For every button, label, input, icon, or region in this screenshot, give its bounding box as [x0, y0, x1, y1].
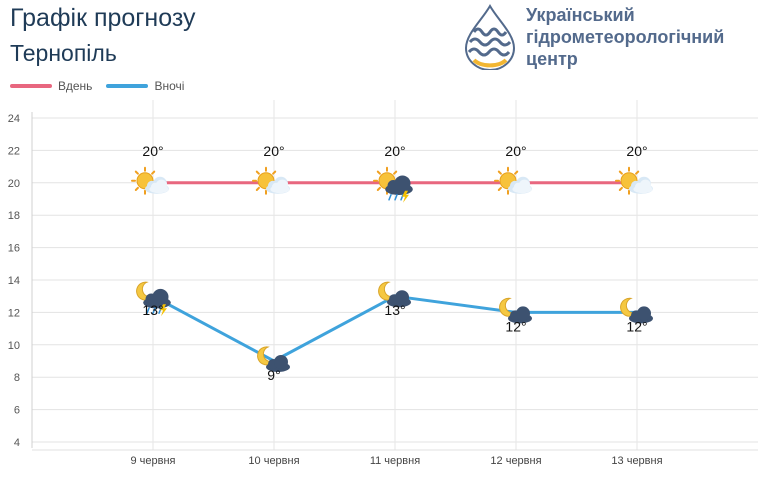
sun-ray: [272, 170, 277, 175]
ukrhydromet-logo: Український гідрометеорологічний центр: [460, 3, 760, 71]
legend-item-night[interactable]: Вночі: [106, 79, 184, 93]
legend-label-day: Вдень: [58, 79, 93, 93]
chart-title: Графік прогнозу: [10, 4, 196, 32]
sun-ray: [497, 186, 502, 191]
data-label-night: 12°: [505, 318, 526, 334]
x-tick-label: 13 червня: [611, 455, 662, 467]
cloud-part: [394, 175, 411, 192]
y-tick-label: 16: [8, 243, 20, 255]
cloud-part: [152, 288, 169, 305]
logo-line-2: гідрометеорологічний: [526, 27, 725, 47]
sun-cloud-icon: [131, 166, 169, 195]
sun-ray: [255, 170, 260, 175]
data-label-night: 13°: [142, 302, 163, 318]
cloud-shape: [512, 179, 532, 194]
y-tick-label: 14: [8, 275, 20, 287]
sun-ray: [255, 186, 260, 191]
cloud-shape: [387, 290, 411, 308]
cloud-part: [395, 290, 409, 305]
data-label-day: 20°: [263, 143, 284, 159]
cloud-shape: [270, 179, 290, 194]
legend-item-day[interactable]: Вдень: [10, 79, 92, 93]
data-label-day: 20°: [384, 143, 405, 159]
sun-ray: [497, 170, 502, 175]
cloud-shape: [633, 179, 653, 194]
cloud-shape: [266, 355, 290, 372]
data-label-day: 20°: [626, 143, 647, 159]
data-label-day: 20°: [505, 143, 526, 159]
cloud-shape: [149, 179, 169, 194]
cloud-part: [276, 179, 288, 191]
sun-storm-rain-icon: [373, 166, 413, 203]
x-tick-label: 10 червня: [248, 455, 299, 467]
moon-cloud-icon: [378, 281, 411, 308]
cloud-part: [516, 306, 530, 321]
moon-cloud-icon: [499, 297, 532, 324]
y-tick-label: 8: [14, 372, 20, 384]
cloud-part: [637, 306, 651, 321]
legend-label-night: Вночі: [154, 79, 185, 93]
sun-cloud-icon: [252, 166, 290, 195]
sun-ray: [134, 170, 139, 175]
sun-ray: [376, 170, 381, 175]
legend-swatch-night: [106, 84, 149, 88]
y-tick-label: 12: [8, 307, 20, 319]
y-tick-label: 4: [14, 437, 20, 449]
sun-ray: [393, 170, 398, 175]
lightning-bolt: [160, 304, 167, 317]
y-tick-label: 22: [8, 145, 20, 157]
sun-ray: [151, 170, 156, 175]
logo-text: Український гідрометеорологічний центр: [526, 4, 724, 70]
rain-drop: [388, 194, 392, 201]
moon-cloud-icon: [620, 297, 653, 324]
y-tick-label: 18: [8, 210, 20, 222]
y-tick-label: 20: [8, 178, 20, 190]
data-label-night: 9°: [267, 367, 280, 383]
data-label-night: 12°: [626, 318, 647, 334]
cloud-part: [155, 179, 167, 191]
lightning-bolt: [402, 190, 409, 203]
data-label-night: 13°: [384, 302, 405, 318]
rain-drop: [146, 307, 150, 314]
droplet-logo-icon: [464, 3, 516, 71]
x-tick-label: 11 червня: [370, 455, 420, 467]
sun-ray: [134, 186, 139, 191]
rain-drop: [152, 307, 156, 314]
cloud-part: [518, 179, 531, 191]
sun-ray: [514, 170, 519, 175]
cloud-shape: [385, 175, 413, 195]
sun-ray: [618, 186, 623, 191]
sun-cloud-icon: [494, 166, 532, 195]
moon-cloud-icon: [257, 346, 290, 372]
rain-drop: [394, 194, 398, 201]
legend-swatch-day: [10, 84, 52, 88]
data-label-day: 20°: [142, 143, 163, 159]
moon-storm-rain-icon: [136, 281, 171, 317]
x-tick-label: 12 червня: [490, 455, 541, 467]
y-tick-label: 24: [8, 113, 20, 125]
cloud-shape: [508, 306, 532, 324]
logo-line-1: Український: [526, 5, 635, 25]
cloud-part: [274, 355, 288, 369]
city-name: Тернопіль: [10, 40, 117, 66]
chart-legend: Вдень Вночі: [10, 78, 198, 94]
cloud-shape: [629, 306, 653, 324]
sun-ray: [376, 186, 381, 191]
y-tick-label: 6: [14, 405, 20, 417]
cloud-part: [639, 179, 652, 191]
sun-ray: [635, 170, 640, 175]
x-tick-label: 9 червня: [130, 455, 175, 467]
sun-cloud-icon: [615, 166, 653, 195]
y-tick-label: 10: [8, 340, 20, 352]
logo-line-3: центр: [526, 49, 578, 69]
sun-ray: [618, 170, 623, 175]
